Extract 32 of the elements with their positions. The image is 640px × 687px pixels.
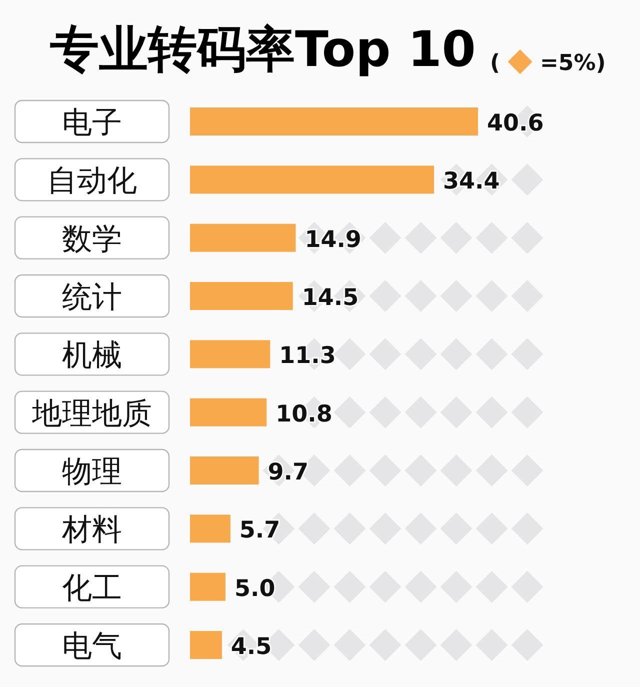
y-tick-label: 物理 xyxy=(62,454,122,490)
bar xyxy=(190,572,226,601)
data-label: 5.0 xyxy=(234,576,276,602)
data-label: 9.7 xyxy=(268,460,309,486)
text: ( ◆ =5%) xyxy=(490,40,606,78)
y-tick-label: 地理地质 xyxy=(31,396,152,432)
y-tick-label: 电气 xyxy=(62,629,122,664)
bar xyxy=(190,514,230,543)
chart-title: 专业转码率Top 10 xyxy=(49,21,476,78)
bar xyxy=(190,108,478,136)
y-tick-label: 统计 xyxy=(62,280,122,315)
data-label: 11.3 xyxy=(279,343,336,370)
y-tick-label: 材料 xyxy=(61,512,122,548)
data-label: 10.8 xyxy=(276,401,332,428)
data-label: 5.7 xyxy=(239,518,280,544)
y-tick-label: 自动化 xyxy=(47,164,137,199)
bar xyxy=(190,456,259,484)
data-label: 34.4 xyxy=(443,168,500,195)
bar xyxy=(190,631,222,659)
bar xyxy=(190,224,296,252)
y-tick-label: 数学 xyxy=(62,222,122,257)
y-tick-label: 机械 xyxy=(62,338,122,374)
bar xyxy=(190,340,270,368)
bar xyxy=(190,398,267,426)
data-label: 40.6 xyxy=(487,110,544,136)
data-label: 4.5 xyxy=(230,634,272,660)
bar xyxy=(190,166,434,194)
bar xyxy=(190,282,293,310)
data-label: 14.9 xyxy=(304,226,362,253)
y-tick-label: 电子 xyxy=(62,106,122,140)
data-label: 14.5 xyxy=(302,285,359,311)
y-tick-label: 化工 xyxy=(62,570,122,606)
